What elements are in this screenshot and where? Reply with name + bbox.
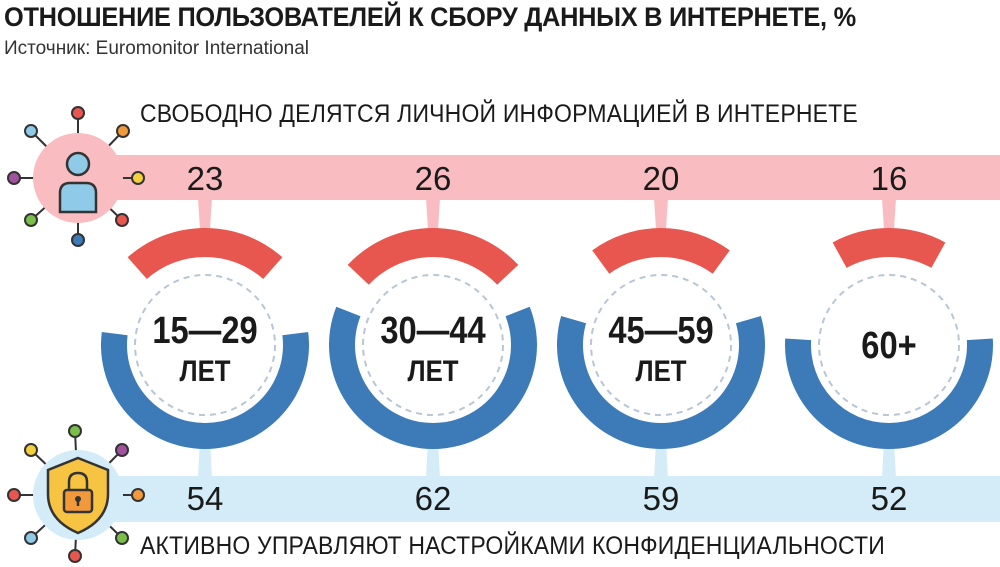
privacy-value-label: 62 xyxy=(415,480,452,517)
age-unit-label: ЛЕТ xyxy=(407,354,458,387)
age-ring xyxy=(362,274,504,416)
privacy-value-label: 52 xyxy=(871,480,908,517)
chart-groups: 15—29ЛЕТ235430—44ЛЕТ266245—59ЛЕТ205960+1… xyxy=(101,160,993,517)
age-ring xyxy=(134,274,276,416)
privacy-connector xyxy=(882,440,896,478)
share-value-label: 16 xyxy=(871,160,908,197)
privacy-arc xyxy=(101,331,310,449)
age-group-label: 30—44 xyxy=(380,309,486,352)
privacy-arc xyxy=(557,315,765,449)
share-value-label: 26 xyxy=(415,160,452,197)
privacy-arc xyxy=(785,338,993,449)
age-group-label: 45—59 xyxy=(608,309,713,352)
user-network-icon xyxy=(7,106,145,247)
share-arc xyxy=(832,228,946,268)
privacy-connector xyxy=(198,440,212,478)
privacy-arc xyxy=(329,306,537,449)
privacy-band xyxy=(85,476,1000,522)
age-unit-label: ЛЕТ xyxy=(179,354,230,387)
share-series-label: СВОБОДНО ДЕЛЯТСЯ ЛИЧНОЙ ИНФОРМАЦИЕЙ В ИН… xyxy=(140,100,858,128)
privacy-connector xyxy=(426,440,440,478)
share-value-label: 20 xyxy=(643,160,680,197)
chart-title: ОТНОШЕНИЕ ПОЛЬЗОВАТЕЛЕЙ К СБОРУ ДАННЫХ В… xyxy=(4,2,856,32)
share-band xyxy=(85,155,1000,200)
age-ring xyxy=(818,274,960,416)
age-group-label: 15—29 xyxy=(152,309,257,352)
privacy-value-label: 54 xyxy=(187,480,224,517)
share-arc xyxy=(592,228,730,274)
share-arc xyxy=(127,228,283,279)
privacy-series-label: АКТИВНО УПРАВЛЯЮТ НАСТРОЙКАМИ КОНФИДЕНЦИ… xyxy=(140,532,885,560)
age-unit-label: ЛЕТ xyxy=(635,354,686,387)
share-value-label: 23 xyxy=(187,160,224,197)
privacy-connector xyxy=(654,440,668,478)
share-arc xyxy=(347,228,519,285)
shield-lock-network-icon xyxy=(7,424,145,563)
age-group-label: 60+ xyxy=(861,324,916,367)
privacy-value-label: 59 xyxy=(643,480,680,517)
age-ring xyxy=(590,274,732,416)
chart-source: Источник: Euromonitor International xyxy=(4,38,310,59)
